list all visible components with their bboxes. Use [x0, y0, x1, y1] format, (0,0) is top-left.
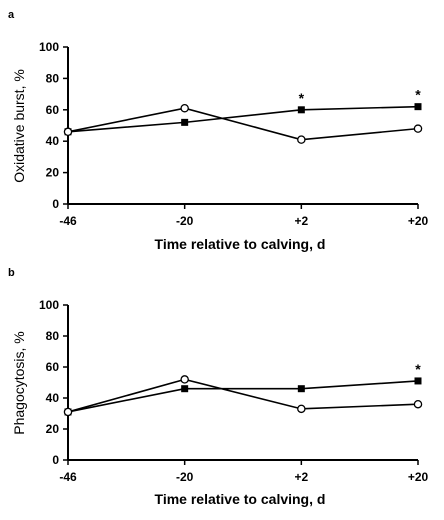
panel-a-y-tick-label: 0 — [52, 197, 59, 211]
panel-a-plot: 0 20 40 60 80 100 -46 -20 +2 +20 * * — [39, 40, 429, 228]
panel-a-y-tick-label: 40 — [46, 134, 60, 148]
panel-a-y-tick-label: 100 — [39, 40, 59, 54]
panel-b-open-circle-point — [413, 399, 423, 409]
panel-b-significance-star: * — [415, 361, 421, 377]
panel-a: a Oxidative burst, % Time relative to ca… — [8, 9, 429, 252]
panel-b-y-tick-label: 80 — [46, 329, 60, 343]
panel-a-open-circle-point — [297, 135, 306, 144]
panel-a-x-tick-label: +2 — [294, 214, 308, 228]
panel-b-y-tick-label: 60 — [46, 360, 60, 374]
panel-b-series-line-filled-square — [67, 380, 419, 413]
panel-b: b Phagocytosis, % Time relative to calvi… — [8, 267, 429, 507]
panel-b-open-circle-point — [63, 407, 73, 417]
panel-b-y-tick-label: 0 — [52, 453, 59, 467]
panel-b-open-circle-point — [180, 375, 189, 384]
panel-b-series-line-open-circle — [67, 378, 419, 413]
panel-a-significance-star: * — [299, 90, 305, 106]
panel-b-filled-square-point — [414, 377, 422, 385]
panel-a-series-line-open-circle — [67, 107, 419, 141]
panel-a-filled-square-point — [181, 118, 189, 126]
panel-a-open-circle-point — [63, 127, 73, 137]
panel-a-x-tick-label: -46 — [59, 214, 77, 228]
panel-a-letter: a — [8, 9, 15, 21]
panel-b-open-circle-point — [297, 404, 306, 414]
panel-b-x-tick-label: +20 — [408, 470, 429, 484]
panel-a-y-tick-label: 60 — [46, 103, 60, 117]
panel-a-x-tick-label: +20 — [408, 214, 429, 228]
panel-b-filled-square-point — [297, 385, 305, 393]
panel-a-x-axis-title: Time relative to calving, d — [155, 236, 326, 252]
panel-b-y-tick-label: 100 — [39, 298, 59, 312]
panel-a-y-tick-label: 20 — [46, 166, 60, 180]
panel-a-significance-star: * — [415, 87, 421, 103]
panel-b-filled-square-point — [181, 385, 189, 393]
panel-b-y-axis-title: Phagocytosis, % — [11, 331, 27, 435]
panel-a-open-circle-point — [413, 124, 423, 133]
panel-a-series-line-filled-square — [67, 105, 419, 133]
panel-a-x-tick-label: -20 — [176, 214, 194, 228]
panel-b-x-axis-title: Time relative to calving, d — [155, 491, 326, 507]
panel-b-x-tick-label: -46 — [59, 470, 77, 484]
panel-b-x-tick-label: -20 — [176, 470, 194, 484]
panel-b-plot: 0 20 40 60 80 100 -46 -20 +2 +20 * — [39, 298, 429, 484]
panel-a-y-tick-label: 80 — [46, 71, 60, 85]
panel-b-x-tick-label: +2 — [294, 470, 308, 484]
panel-a-y-axis-title: Oxidative burst, % — [11, 69, 27, 183]
panel-b-letter: b — [8, 267, 15, 279]
panel-a-filled-square-point — [297, 106, 305, 114]
panel-b-y-tick-label: 20 — [46, 422, 60, 436]
panel-b-y-tick-label: 40 — [46, 391, 60, 405]
panel-a-filled-square-point — [414, 103, 422, 111]
panel-a-open-circle-point — [180, 103, 189, 113]
